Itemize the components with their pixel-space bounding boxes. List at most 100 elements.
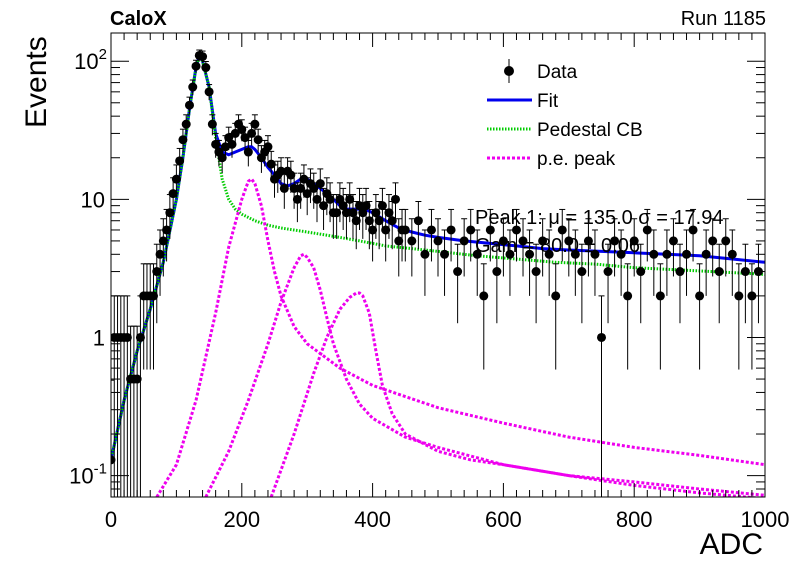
data-point [247, 128, 257, 138]
legend-entry-label: Data [537, 62, 578, 83]
data-point [668, 236, 678, 246]
x-tick-label: 800 [616, 507, 653, 532]
data-point [279, 183, 289, 193]
chart-title-right: Run 1185 [680, 8, 766, 30]
data-point [198, 52, 208, 62]
data-point [227, 139, 237, 149]
data-point [394, 236, 404, 246]
data-point [420, 249, 430, 259]
data-point [413, 216, 423, 226]
x-tick-label: 1000 [741, 507, 790, 532]
data-point [152, 267, 162, 277]
data-point [368, 225, 378, 235]
legend-entry-label: p.e. peak [537, 149, 616, 170]
data-point [492, 267, 502, 277]
data-point [243, 147, 253, 157]
data-point [472, 249, 482, 259]
data-point [597, 332, 606, 342]
data-point [466, 225, 476, 235]
data-point [479, 291, 489, 301]
data-point [407, 236, 417, 246]
axes: 0 200 400 600 800 1000 10-1 1 10 102 [69, 32, 790, 532]
data-point [135, 332, 145, 342]
data-point [590, 249, 600, 259]
data-point [714, 267, 724, 277]
data-point [557, 225, 567, 235]
data-point [188, 82, 198, 92]
data-point [649, 249, 659, 259]
data-point [708, 236, 718, 246]
data-point [688, 225, 698, 235]
data-point [184, 100, 194, 110]
data-point [296, 183, 306, 193]
data-point [168, 189, 178, 199]
data-point [201, 63, 211, 73]
data-point [400, 225, 410, 235]
data-point [377, 201, 387, 211]
data-point [426, 225, 436, 235]
data-point [302, 189, 312, 199]
data-point [440, 249, 450, 259]
fit-result-line-1: Peak 1: μ = 135.0 σ = 17.94 [475, 207, 724, 229]
data-point [498, 236, 508, 246]
legend-marker-data [504, 66, 514, 76]
data-point [675, 267, 685, 277]
data-point [564, 236, 574, 246]
data-point [299, 174, 309, 184]
data-point [538, 236, 548, 246]
data-point [381, 225, 391, 235]
data-point [727, 249, 737, 259]
data-point [525, 249, 535, 259]
data-point [149, 291, 159, 301]
data-point [155, 249, 165, 259]
data-point [577, 267, 587, 277]
data-point [361, 201, 371, 211]
data-point [207, 119, 217, 129]
data-point [263, 142, 273, 152]
data-point [178, 135, 188, 145]
data-point [332, 208, 342, 218]
data-point [511, 225, 521, 235]
data-point [171, 174, 181, 184]
data-point [642, 225, 652, 235]
data-point [240, 133, 250, 143]
data-point [358, 208, 368, 218]
data-point [531, 267, 541, 277]
x-tick-label: 0 [105, 507, 117, 532]
data-point [682, 249, 692, 259]
data-point [384, 208, 394, 218]
data-point [355, 201, 365, 211]
data-point [253, 135, 263, 145]
legend: Data Fit Pedestal CB p.e. peak [487, 59, 643, 170]
data-point [364, 216, 374, 226]
data-point [175, 156, 185, 166]
data-point [374, 216, 384, 226]
data-point [734, 291, 744, 301]
data-point [158, 236, 168, 246]
data-point [747, 291, 757, 301]
data-point [505, 249, 515, 259]
data-point [217, 153, 227, 163]
legend-entry-label: Pedestal CB [537, 120, 643, 141]
data-point [695, 291, 705, 301]
fit-results-text: Peak 1: μ = 135.0 σ = 17.94 Gain = 80.0 ±… [475, 207, 724, 257]
y-tick-label: 1 [93, 325, 105, 350]
x-axis-label: ADC [699, 528, 763, 561]
data-point [338, 201, 348, 211]
data-point [309, 183, 319, 193]
data-point [162, 225, 172, 235]
data-point [341, 208, 351, 218]
x-tick-label: 600 [485, 507, 522, 532]
chart-title-left: CaloX [110, 8, 167, 30]
data-point [655, 291, 665, 301]
data-point [292, 194, 302, 204]
fit-result-line-2: Gain = 80.0 ± 0.06 [475, 235, 640, 257]
data-point [230, 128, 240, 138]
data-point [224, 133, 234, 143]
data-point [623, 291, 633, 301]
y-tick-label: 102 [74, 46, 107, 74]
y-tick-label: 10 [81, 187, 105, 212]
data-point [132, 374, 142, 384]
data-point [459, 236, 469, 246]
data-point [616, 249, 626, 259]
